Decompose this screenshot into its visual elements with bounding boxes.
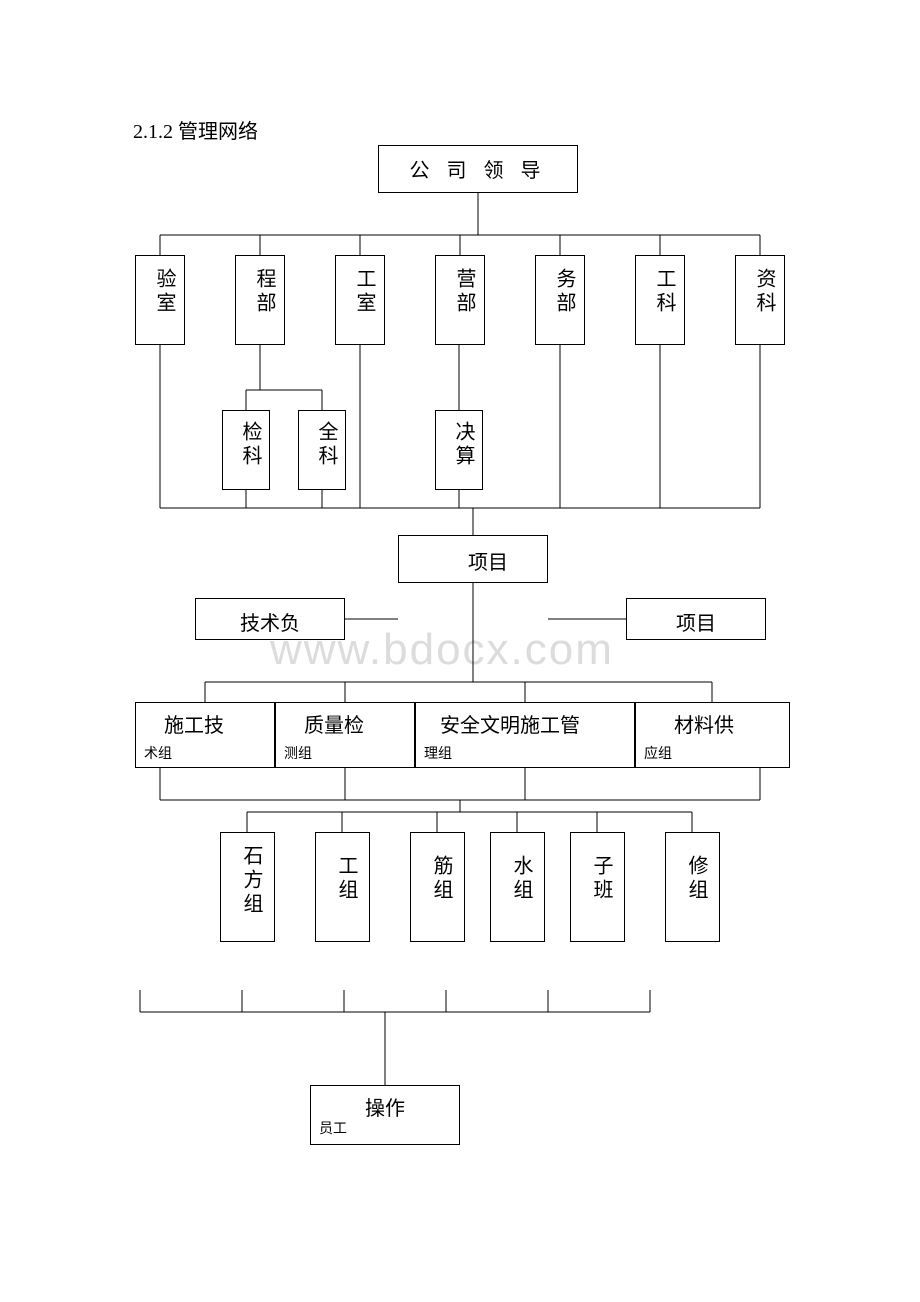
node-label: 石方组 (237, 845, 266, 917)
node-team-jinzu: 筋组 (410, 832, 465, 942)
node-zike: 资科 (735, 255, 785, 345)
node-label: 程部 (250, 268, 279, 316)
node-label: 水组 (507, 855, 536, 903)
node-label: 筋组 (427, 855, 456, 903)
node-yingbu: 营部 (435, 255, 485, 345)
node-gongke: 工科 (635, 255, 685, 345)
node-label: 技术负 (196, 607, 344, 636)
node-label: 修组 (682, 855, 711, 903)
node-label: 检科 (236, 421, 265, 469)
node-label: 工室 (350, 268, 379, 316)
node-team-ziban: 子班 (570, 832, 625, 942)
node-company-leader: 公 司 领 导 (378, 145, 578, 193)
node-sublabel: 理组 (424, 743, 452, 763)
node-project: 项目 (398, 535, 548, 583)
node-label: 验室 (150, 268, 179, 316)
node-project-right: 项目 (626, 598, 766, 640)
node-sublabel: 应组 (644, 743, 672, 763)
node-operator: 操作 员工 (310, 1085, 460, 1145)
node-tech-lead: 技术负 (195, 598, 345, 640)
node-label: 质量检 (304, 709, 364, 738)
node-label: 安全文明施工管 (440, 709, 580, 738)
node-team-shifang: 石方组 (220, 832, 275, 942)
node-label: 材料供 (674, 709, 734, 738)
node-group-material: 材料供 应组 (635, 702, 790, 768)
node-label: 子班 (587, 855, 616, 903)
node-jianke: 检科 (222, 410, 270, 490)
node-sublabel: 测组 (284, 743, 312, 763)
node-quanke: 全科 (298, 410, 346, 490)
node-sublabel: 员工 (319, 1118, 347, 1138)
node-chengbu: 程部 (235, 255, 285, 345)
node-yanshi: 验室 (135, 255, 185, 345)
node-juesuan: 决算 (435, 410, 483, 490)
node-group-safety: 安全文明施工管 理组 (415, 702, 635, 768)
node-label: 营部 (450, 268, 479, 316)
node-wubu: 务部 (535, 255, 585, 345)
connector-lines (0, 0, 920, 1302)
node-label: 务部 (550, 268, 579, 316)
node-label: 项目 (627, 607, 765, 636)
node-label: 施工技 (164, 709, 224, 738)
section-heading: 2.1.2 管理网络 (133, 115, 258, 144)
node-team-xiuzu: 修组 (665, 832, 720, 942)
node-group-construction-tech: 施工技 术组 (135, 702, 275, 768)
node-label: 资科 (750, 268, 779, 316)
node-gongshi: 工室 (335, 255, 385, 345)
node-label: 公 司 领 导 (379, 154, 577, 183)
node-group-quality: 质量检 测组 (275, 702, 415, 768)
node-team-shuizu: 水组 (490, 832, 545, 942)
page: 2.1.2 管理网络 www.bdocx.com (0, 0, 920, 1302)
node-label: 操作 (365, 1092, 405, 1121)
node-team-gongzu: 工组 (315, 832, 370, 942)
node-label: 决算 (449, 421, 478, 469)
node-label: 全科 (312, 421, 341, 469)
node-label: 工组 (332, 855, 361, 903)
node-label: 工科 (650, 268, 679, 316)
node-label: 项目 (399, 546, 547, 575)
node-sublabel: 术组 (144, 743, 172, 763)
